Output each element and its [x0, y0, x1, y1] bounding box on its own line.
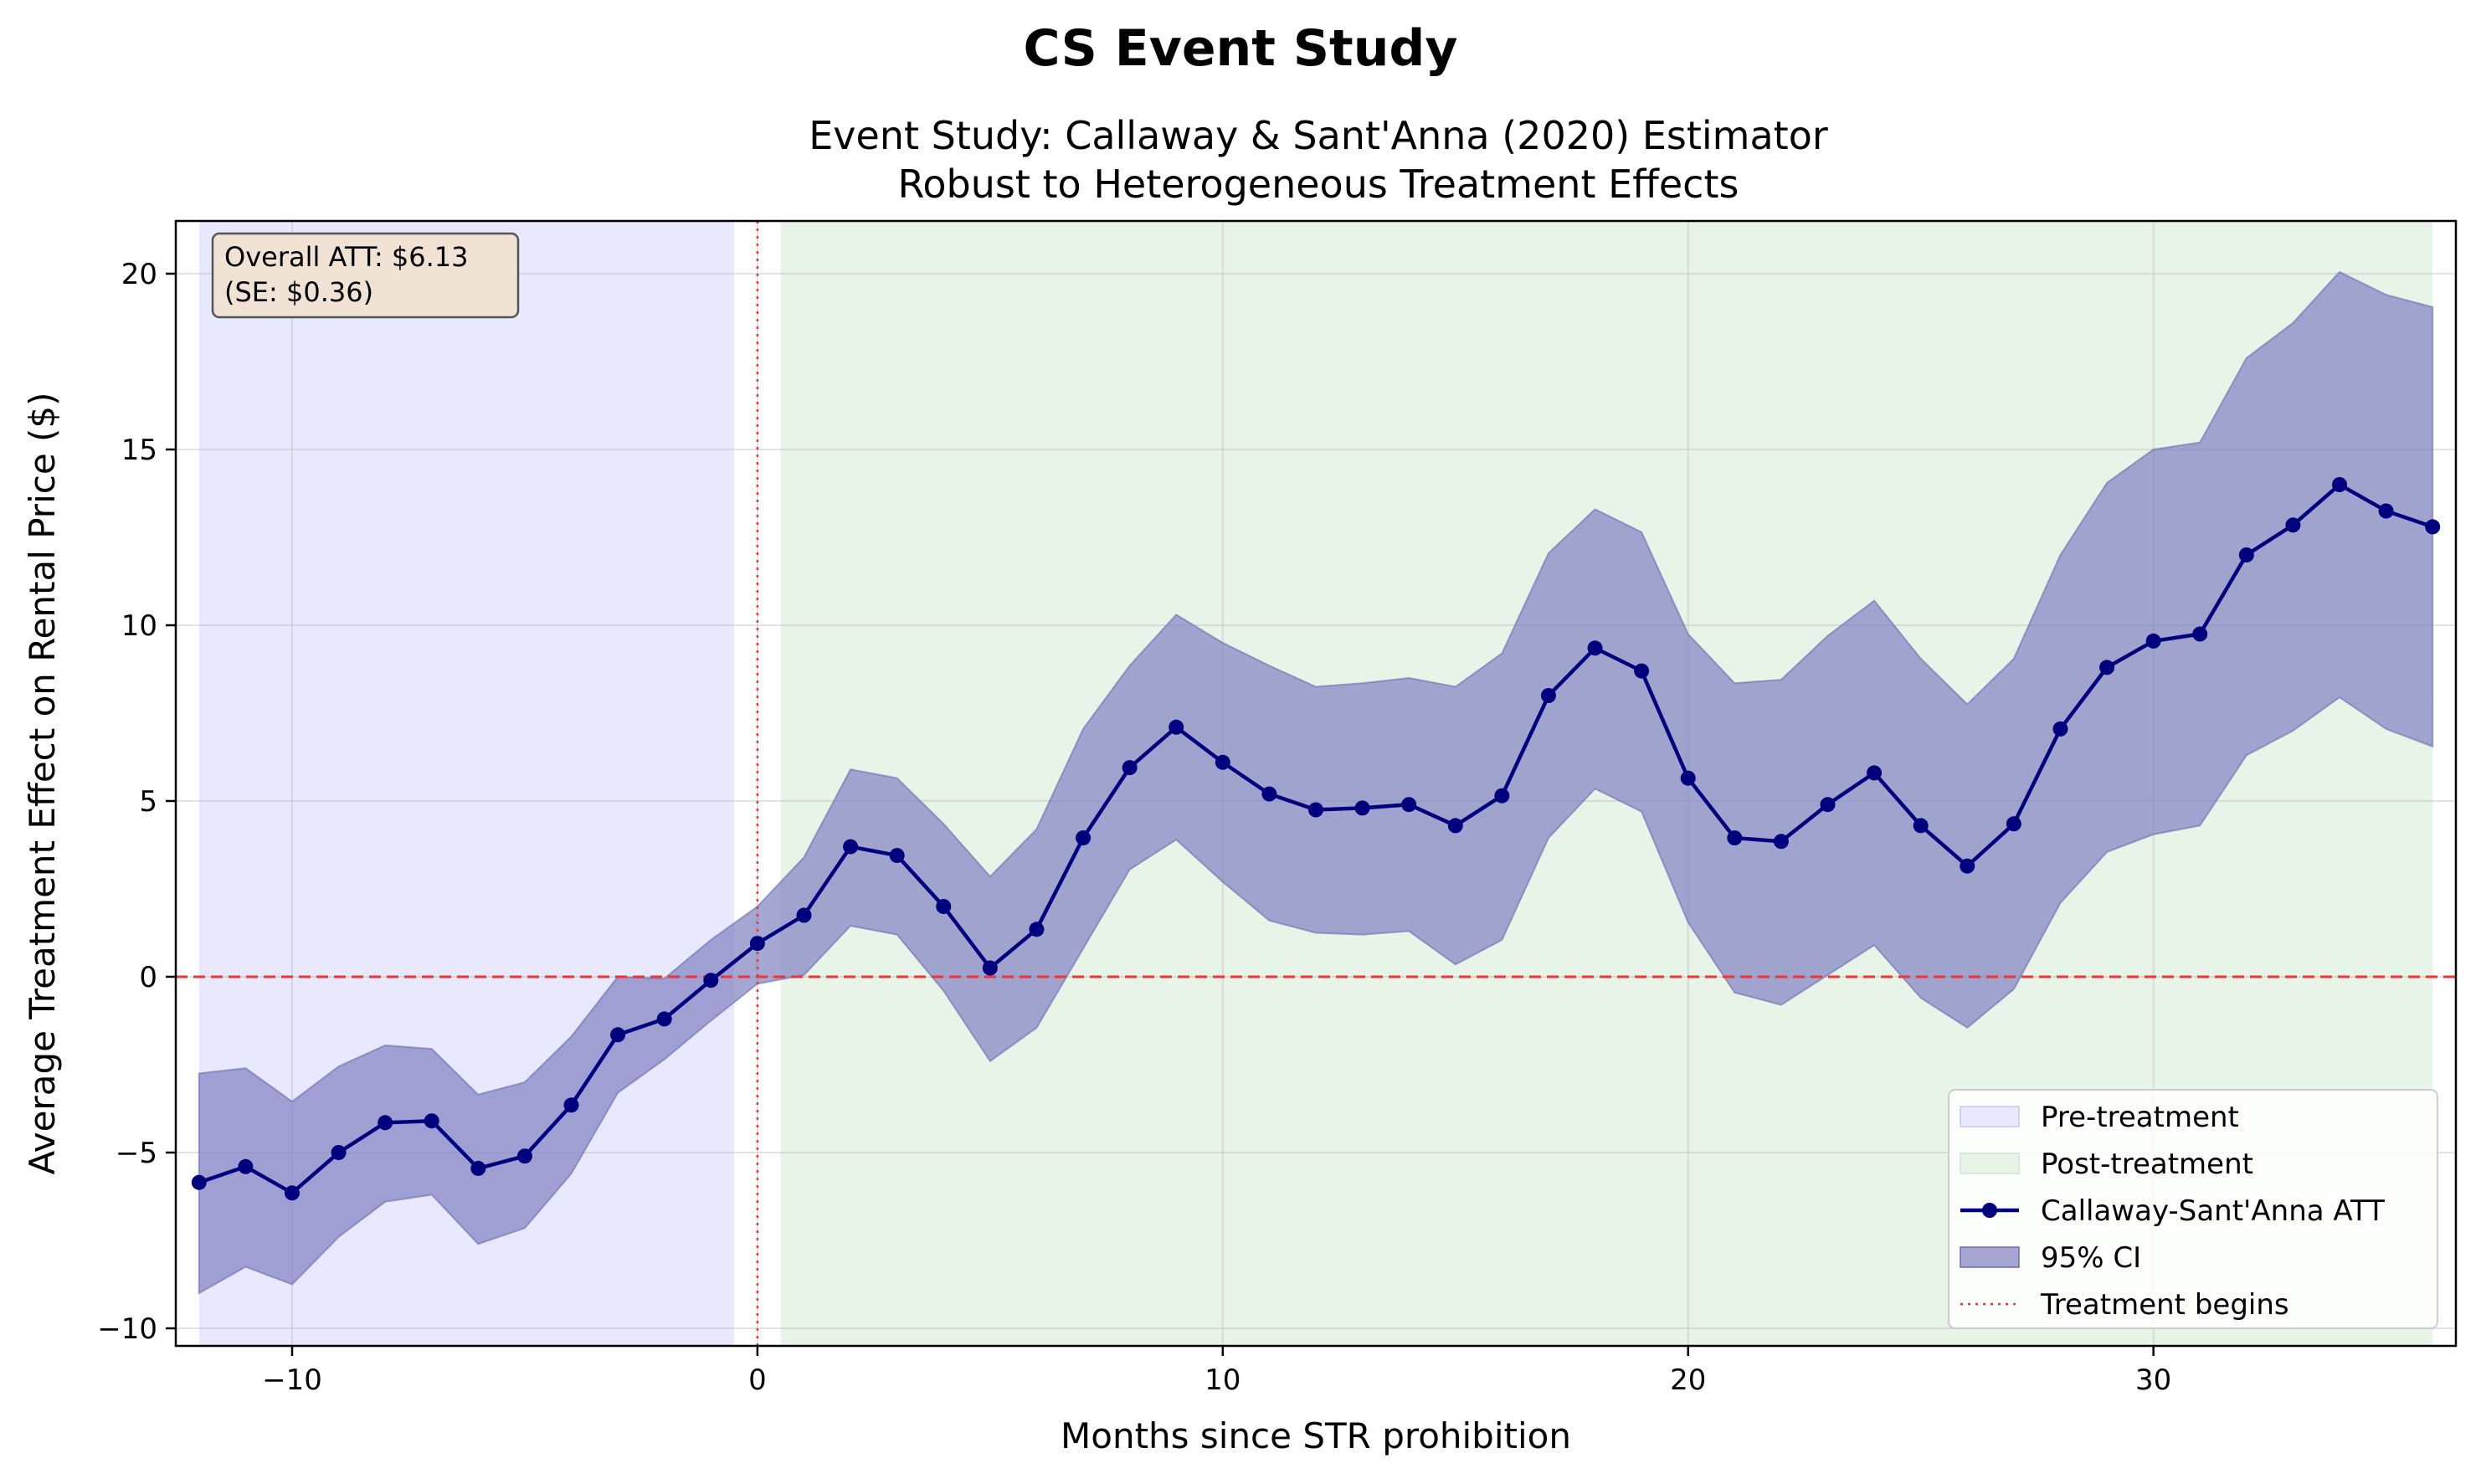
legend-label: Callaway-Sant'Anna ATT	[2041, 1194, 2385, 1228]
y-tick-label: 5	[139, 785, 157, 819]
att-point	[1122, 760, 1138, 776]
att-point	[1401, 797, 1417, 813]
legend-label: Post-treatment	[2041, 1148, 2253, 1181]
att-point	[470, 1160, 486, 1176]
annotation-box	[211, 232, 520, 319]
att-point	[889, 848, 905, 864]
att-point	[2285, 517, 2301, 533]
att-point	[191, 1174, 207, 1190]
att-point	[1727, 830, 1743, 846]
legend-swatch-ci	[1960, 1246, 2020, 1268]
y-tick-label: 15	[121, 434, 157, 467]
legend-label: Pre-treatment	[2041, 1101, 2239, 1134]
att-point	[424, 1113, 439, 1129]
x-tick-label: 20	[1670, 1363, 1706, 1397]
x-tick-label: 10	[1205, 1363, 1240, 1397]
legend-swatch-post-treatment	[1960, 1153, 2020, 1174]
att-point	[563, 1097, 579, 1113]
x-axis-label: Months since STR prohibition	[1061, 1415, 1571, 1456]
legend-label: Treatment begins	[2040, 1288, 2289, 1322]
att-point	[656, 1011, 672, 1027]
att-point	[1308, 802, 1323, 818]
legend: Pre-treatment Post-treatment Callaway-Sant…	[1948, 1089, 2438, 1329]
att-point	[1960, 858, 1975, 874]
y-axis-ticks: −10 −5 0 5 10 15 20	[97, 258, 176, 1346]
att-point	[1494, 788, 1510, 804]
x-tick-label: 30	[2135, 1363, 2171, 1397]
att-point	[1913, 818, 1929, 834]
legend-swatch-att-point	[1982, 1203, 1997, 1218]
chart-suptitle: CS Event Study	[1024, 19, 1458, 78]
legend-box	[1948, 1089, 2438, 1329]
att-point	[703, 973, 719, 988]
att-point	[1680, 770, 1696, 786]
att-point	[610, 1027, 626, 1043]
att-point	[1587, 640, 1603, 656]
att-point	[331, 1145, 347, 1160]
annotation-line-2: (SE: $0.36)	[224, 276, 373, 308]
att-point	[2145, 633, 2161, 649]
x-axis-ticks: −10 0 10 20 30	[262, 1346, 2171, 1397]
y-tick-label: 0	[139, 961, 157, 994]
att-point	[1354, 800, 1370, 816]
att-point	[1169, 719, 1184, 735]
att-point	[1447, 818, 1463, 834]
y-axis-label: Average Treatment Effect on Rental Price…	[22, 392, 63, 1174]
y-tick-label: −10	[97, 1312, 157, 1346]
att-point	[1540, 688, 1556, 703]
att-point	[1820, 797, 1836, 813]
att-point	[2425, 519, 2441, 535]
x-tick-label: −10	[262, 1363, 322, 1397]
att-point	[2332, 477, 2348, 492]
att-point	[238, 1158, 254, 1174]
att-point	[2192, 626, 2208, 642]
chart-title-line-1: Event Study: Callaway & Sant'Anna (2020)…	[809, 113, 1828, 158]
att-point	[284, 1185, 300, 1201]
att-point	[516, 1148, 532, 1164]
att-point	[1261, 786, 1277, 802]
att-point	[2238, 547, 2254, 562]
plot-area	[176, 221, 2456, 1346]
annotation-line-1: Overall ATT: $6.13	[224, 241, 469, 273]
att-point	[378, 1115, 393, 1131]
att-point	[1867, 765, 1883, 781]
att-point	[749, 936, 765, 952]
att-point	[1634, 663, 1650, 679]
att-point	[982, 960, 998, 976]
att-points	[191, 477, 2441, 1201]
att-point	[1773, 834, 1789, 850]
att-point	[2052, 721, 2068, 737]
legend-label: 95% CI	[2041, 1241, 2141, 1275]
y-tick-label: 10	[121, 609, 157, 643]
att-point	[1076, 830, 1092, 846]
plot-frame	[174, 219, 2458, 1348]
att-point	[1029, 922, 1045, 937]
chart-title-line-2: Robust to Heterogeneous Treatment Effect…	[898, 162, 1739, 207]
y-tick-label: −5	[116, 1137, 157, 1170]
ci-band	[198, 270, 2434, 1295]
y-tick-label: 20	[121, 258, 157, 291]
legend-swatch-pre-treatment	[1960, 1106, 2020, 1127]
att-point	[843, 839, 859, 855]
att-point	[2378, 503, 2394, 519]
att-point	[796, 907, 812, 923]
x-tick-label: 0	[748, 1363, 767, 1397]
att-point	[936, 899, 952, 914]
att-point	[1215, 754, 1230, 770]
overall-att-annotation: Overall ATT: $6.13 (SE: $0.36)	[211, 232, 520, 319]
att-point	[2006, 816, 2021, 832]
att-point	[2099, 660, 2115, 675]
